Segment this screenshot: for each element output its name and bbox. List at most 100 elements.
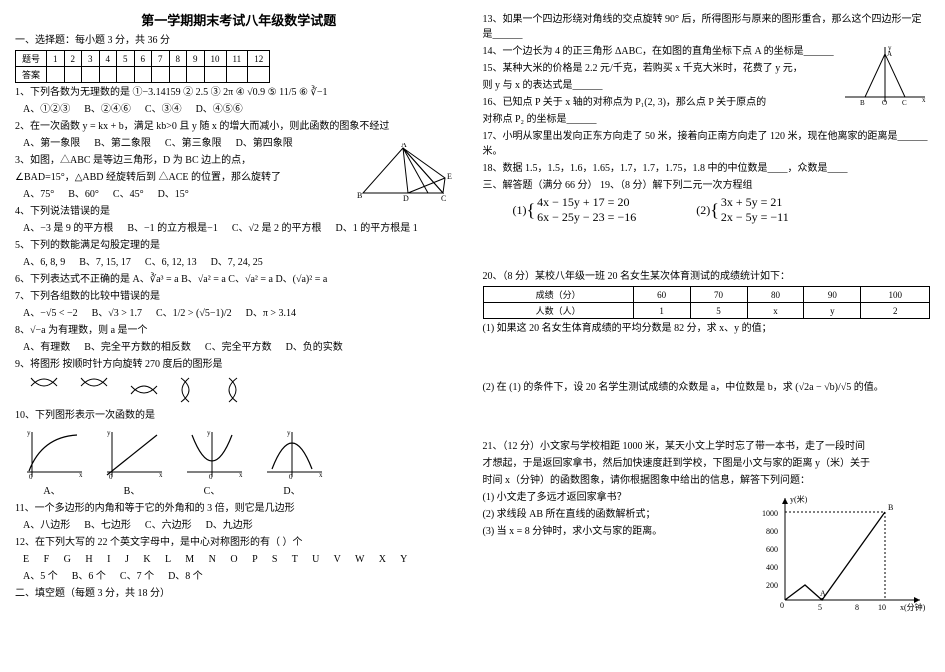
q19-eq1: (1) { 4x − 15y + 17 = 20 6x − 25y − 23 =… xyxy=(513,195,637,225)
answer-col: 8 xyxy=(169,51,187,67)
section3-header: 三、解答题（满分 66 分） 19、（8 分）解下列二元一次方程组 xyxy=(483,178,931,193)
choice: B、七边形 xyxy=(84,520,131,531)
q7-choices: A、−√5 < −2B、√3 > 1.7C、1/2 > (√5−1)/2D、π … xyxy=(23,306,463,321)
svg-text:B: B xyxy=(888,503,893,512)
answer-col: 2 xyxy=(64,51,82,67)
svg-text:E: E xyxy=(447,172,452,181)
answer-blank xyxy=(226,67,248,83)
svg-text:1000: 1000 xyxy=(762,509,778,518)
q17: 17、小明从家里出发向正东方向走了 50 米，接着向正南方向走了 120 米，现… xyxy=(483,129,931,159)
exam-title: 第一学期期末考试八年级数学试题 xyxy=(15,10,463,29)
q10-options: xy0A、 xy0B、 xy0C、 xy0D、 xyxy=(17,427,463,497)
answer-blank xyxy=(82,67,100,83)
answer-blank xyxy=(152,67,170,83)
svg-text:200: 200 xyxy=(766,581,778,590)
q21-l3: 时间 x（分钟）的函数图象，请你根据图象中给出的信息，解答下列问题： xyxy=(483,473,931,488)
answer-col: 3 xyxy=(82,51,100,67)
choice: A、5 个 xyxy=(23,571,58,582)
q20-cell: 80 xyxy=(747,287,804,303)
svg-text:0: 0 xyxy=(109,473,113,481)
answer-col: 11 xyxy=(226,51,248,67)
choice: A、75° xyxy=(23,189,54,200)
answer-blank xyxy=(99,67,117,83)
q19-eq1a: 4x − 15y + 17 = 20 xyxy=(537,195,636,210)
choice: B、60° xyxy=(68,189,99,200)
svg-text:A: A xyxy=(401,143,407,149)
q20-row2-label: 人数（人） xyxy=(483,303,633,319)
svg-text:400: 400 xyxy=(766,563,778,572)
svg-text:A: A xyxy=(820,589,826,598)
svg-text:8: 8 xyxy=(855,603,859,612)
q19-label1: (1) xyxy=(513,203,527,218)
svg-text:y: y xyxy=(207,429,211,437)
q19-eq1b: 6x − 25y − 23 = −16 xyxy=(537,210,636,225)
q10-opt-d: xy0D、 xyxy=(257,427,327,497)
choice: D、7, 24, 25 xyxy=(211,257,263,268)
q10-opt-a: xy0A、 xyxy=(17,427,87,497)
answer-col: 6 xyxy=(134,51,152,67)
svg-text:y(米): y(米) xyxy=(790,494,808,504)
choice: D、8 个 xyxy=(168,571,203,582)
q9-text: 9、将图形 按顺时针方向旋转 270 度后的图形是 xyxy=(15,359,223,370)
svg-text:x: x xyxy=(79,471,83,479)
q12-choices: A、5 个B、6 个C、7 个D、8 个 xyxy=(23,569,463,584)
section1-header: 一、选择题：每小题 3 分，共 36 分 xyxy=(15,33,463,48)
svg-text:5: 5 xyxy=(818,603,822,612)
choice: A、有理数 xyxy=(23,342,70,353)
answer-blank xyxy=(204,67,226,83)
q6-stem: 6、下列表达式不正确的是 A、∛a³ = a B、√a² = a C、√a² =… xyxy=(15,272,463,287)
choice: D、负的实数 xyxy=(286,342,343,353)
answer-col: 5 xyxy=(117,51,135,67)
choice: B、√3 > 1.7 xyxy=(92,308,142,319)
q20-cell: 1 xyxy=(633,303,690,319)
q9-opt-d xyxy=(219,376,239,404)
answer-table: 题号123456789101112 答案 xyxy=(15,50,270,83)
svg-text:C: C xyxy=(441,194,446,203)
header-label: 题号 xyxy=(16,51,47,67)
q9-stem: 9、将图形 按顺时针方向旋转 270 度后的图形是 xyxy=(15,357,463,372)
q10-label-c: C、 xyxy=(177,482,247,497)
answer-col: 1 xyxy=(47,51,65,67)
choice: C、③④ xyxy=(145,104,182,115)
q20-cell: y xyxy=(804,303,861,319)
svg-text:B: B xyxy=(357,191,362,200)
q19-eq1-lines: 4x − 15y + 17 = 20 6x − 25y − 23 = −16 xyxy=(537,195,636,225)
q5-stem: 5、下列的数能满足勾股定理的是 xyxy=(15,238,463,253)
q9-opt-a xyxy=(79,376,109,396)
choice: D、1 的平方根是 1 xyxy=(336,223,418,234)
q9-options xyxy=(29,376,463,404)
svg-text:0: 0 xyxy=(289,473,293,481)
choice: C、六边形 xyxy=(145,520,192,531)
svg-text:y: y xyxy=(27,429,31,437)
q10-opt-b: xy0B、 xyxy=(97,427,167,497)
svg-text:A: A xyxy=(887,50,892,58)
answer-col: 10 xyxy=(204,51,226,67)
q20-cell: x xyxy=(747,303,804,319)
choice: C、45° xyxy=(113,189,144,200)
svg-text:C: C xyxy=(902,99,907,107)
answer-blank xyxy=(47,67,65,83)
svg-text:x: x xyxy=(319,471,323,479)
answer-blank xyxy=(117,67,135,83)
svg-text:O: O xyxy=(882,99,887,107)
q9-opt-b xyxy=(129,376,159,396)
choice: B、第二象限 xyxy=(94,138,151,149)
q12-stem: 12、在下列大写的 22 个英文字母中，是中心对称图形的有（ ）个 xyxy=(15,535,463,550)
q10-label-d: D、 xyxy=(257,482,327,497)
q8-stem: 8、√−a 为有理数，则 a 是一个 xyxy=(15,323,463,338)
brace-icon: { xyxy=(710,200,719,221)
svg-text:600: 600 xyxy=(766,545,778,554)
q20-sub2: (2) 在 (1) 的条件下，设 20 名学生测试成绩的众数是 a，中位数是 b… xyxy=(483,380,931,395)
answer-col: 4 xyxy=(99,51,117,67)
q21-l1: 21、（12 分）小文家与学校相距 1000 米，某天小文上学时忘了带一本书，走… xyxy=(483,439,931,454)
q11-choices: A、八边形B、七边形C、六边形D、九边形 xyxy=(23,518,463,533)
svg-text:D: D xyxy=(403,194,409,203)
choice: B、②④⑥ xyxy=(84,104,131,115)
q19-eq2-lines: 3x + 5y = 21 2x − 5y = −11 xyxy=(721,195,789,225)
svg-text:0: 0 xyxy=(29,473,33,481)
q10-stem: 10、下列图形表示一次函数的是 xyxy=(15,408,463,423)
svg-text:x(分钟): x(分钟) xyxy=(900,602,926,612)
q7-stem: 7、下列各组数的比较中错误的是 xyxy=(15,289,463,304)
q13: 13、如果一个四边形绕对角线的交点旋转 90° 后，所得图形与原来的图形重合，那… xyxy=(483,12,931,42)
svg-text:y: y xyxy=(107,429,111,437)
